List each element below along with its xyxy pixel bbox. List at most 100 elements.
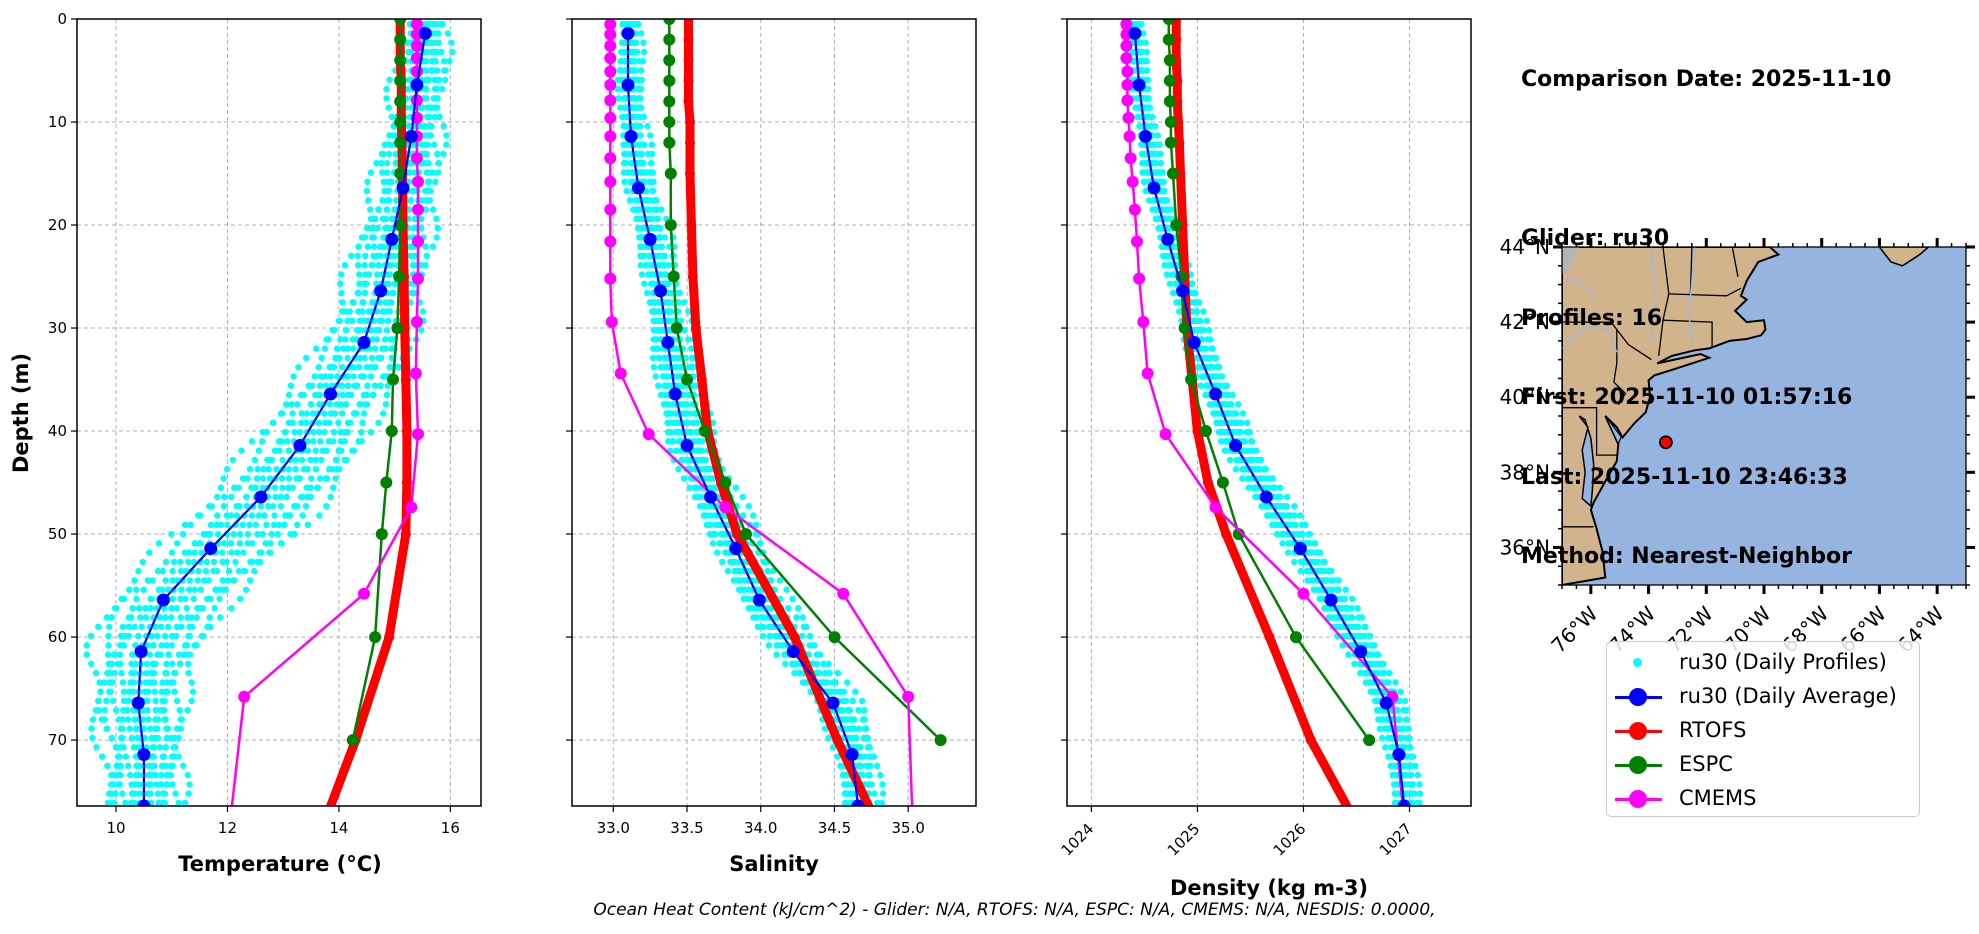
profile-point xyxy=(423,252,431,260)
profile-point xyxy=(363,187,371,195)
river xyxy=(1649,247,1657,342)
espc-point xyxy=(1163,54,1176,67)
profile-point xyxy=(878,799,886,806)
profile-point xyxy=(1257,475,1264,482)
map-lat-label: 40°N xyxy=(1500,385,1550,409)
profile-point xyxy=(1211,354,1218,362)
y-tick-label: 50 xyxy=(48,525,67,543)
profile-point xyxy=(1337,605,1344,612)
profile-point xyxy=(760,623,767,630)
profile-point xyxy=(1394,790,1401,797)
profile-count: Profiles: 16 xyxy=(1521,305,1663,331)
profile-point xyxy=(663,299,671,306)
average-point xyxy=(845,748,859,761)
profile-point xyxy=(191,586,198,593)
profile-point xyxy=(156,744,164,751)
profile-point xyxy=(321,345,329,352)
profile-point xyxy=(434,76,441,84)
profile-point xyxy=(1380,669,1388,677)
profile-point xyxy=(637,132,644,139)
cmems-point xyxy=(604,152,617,165)
daily-profiles-scatter xyxy=(614,21,887,806)
espc-point xyxy=(380,476,393,489)
profile-point xyxy=(175,799,182,806)
profile-point xyxy=(302,503,310,510)
profile-point xyxy=(185,790,192,797)
profile-point xyxy=(1157,197,1164,204)
average-point xyxy=(1379,696,1393,710)
cmems-point xyxy=(1128,203,1141,216)
profile-point xyxy=(167,771,174,779)
profile-point xyxy=(96,679,103,686)
profile-point xyxy=(682,410,689,417)
profile-point xyxy=(363,364,370,371)
profile-point xyxy=(693,484,700,491)
profile-point xyxy=(627,58,635,65)
profile-point xyxy=(312,456,320,464)
profile-point xyxy=(673,447,681,454)
rtofs-point xyxy=(312,838,322,848)
profile-point xyxy=(106,790,113,797)
river xyxy=(1562,325,1618,353)
profile-point xyxy=(653,243,660,250)
profile-point xyxy=(311,373,318,380)
profile-point xyxy=(139,716,147,723)
cmems-point xyxy=(642,428,655,441)
profile-point xyxy=(164,688,171,695)
profile-point xyxy=(152,771,159,779)
profile-point xyxy=(131,669,138,677)
profile-point xyxy=(444,30,451,37)
profile-point xyxy=(173,697,181,705)
profile-point xyxy=(1143,48,1150,56)
average-line xyxy=(1133,33,1406,806)
profile-point xyxy=(231,484,238,491)
profile-point xyxy=(95,697,102,705)
profile-point xyxy=(186,632,193,640)
profile-point xyxy=(1243,419,1251,426)
profile-point xyxy=(213,521,220,528)
profile-point xyxy=(621,95,628,102)
profile-point xyxy=(1349,623,1356,630)
profile-point xyxy=(1138,21,1145,28)
profile-point xyxy=(285,466,293,473)
profile-point xyxy=(767,632,774,640)
profile-point xyxy=(265,503,272,510)
profile-point xyxy=(1202,354,1209,362)
profile-point xyxy=(112,790,119,797)
profile-point xyxy=(342,326,349,334)
profile-point xyxy=(843,771,850,779)
profile-point xyxy=(858,697,866,705)
profile-point xyxy=(797,669,804,677)
profile-point xyxy=(879,781,886,788)
profile-point xyxy=(135,632,142,640)
profile-point xyxy=(1286,521,1294,528)
profile-point xyxy=(652,317,659,324)
profile-point xyxy=(795,605,802,612)
profile-point xyxy=(635,122,642,130)
axes-frame xyxy=(1066,18,1472,807)
profile-point xyxy=(1143,67,1150,74)
profile-point xyxy=(379,197,386,204)
espc-point xyxy=(1290,631,1302,644)
profile-point xyxy=(233,512,241,519)
profile-point xyxy=(108,660,116,667)
profile-point xyxy=(243,493,250,501)
profile-point xyxy=(188,697,195,705)
density-axis-label: Density (kg m-3) xyxy=(1170,876,1368,900)
average-point xyxy=(357,336,371,349)
profile-point xyxy=(244,540,251,547)
profile-point xyxy=(422,243,429,250)
profile-point xyxy=(825,734,832,742)
profile-point xyxy=(374,271,381,278)
profile-point xyxy=(274,530,281,538)
profile-point xyxy=(146,679,153,686)
profile-point xyxy=(754,614,761,621)
espc-point xyxy=(934,734,947,747)
profile-point xyxy=(1271,484,1278,491)
profile-point xyxy=(1354,605,1361,612)
profile-point xyxy=(358,428,365,436)
profile-point xyxy=(1283,493,1291,501)
profile-point xyxy=(430,95,438,102)
profile-point xyxy=(654,345,661,352)
profile-point xyxy=(182,642,189,649)
